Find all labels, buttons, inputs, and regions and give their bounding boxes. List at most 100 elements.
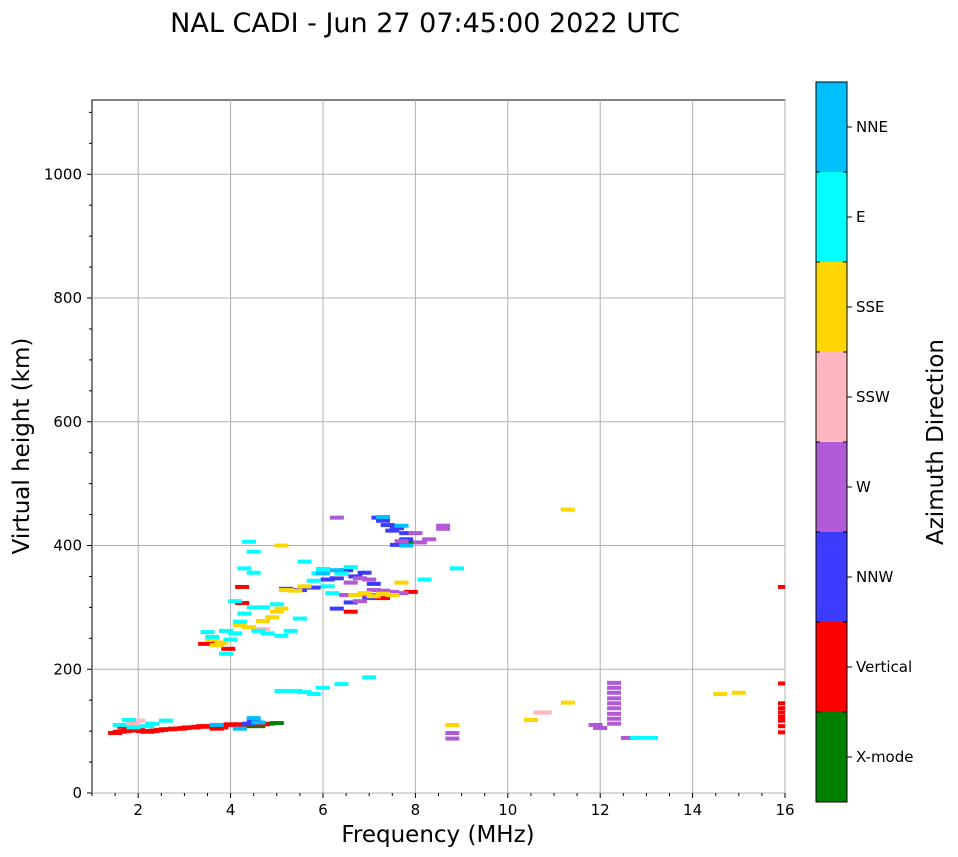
data-point [288,688,303,693]
x-tick-label: 16 [775,801,794,819]
data-point [607,680,622,685]
data-point [246,549,261,554]
data-point [385,593,400,597]
data-point [607,701,622,706]
data-point [408,531,423,536]
data-point [334,682,349,687]
data-point [306,578,321,583]
data-point [778,681,785,686]
data-point [537,710,552,715]
series-e [112,539,659,740]
data-point [394,523,409,528]
data-point [334,571,349,576]
data-point [607,696,622,701]
y-tick-label: 200 [53,660,82,678]
data-point [297,690,312,695]
data-point [237,611,252,616]
data-point [251,720,266,725]
data-point [274,543,289,548]
data-point [126,721,141,726]
data-point [228,631,243,636]
data-point [329,515,344,520]
data-point [593,726,608,731]
y-axis: 0 200 400 600 800 1000 [44,111,92,802]
data-point [607,711,622,716]
data-point [306,692,321,696]
x-tick-label: 6 [318,801,328,819]
colorbar-segment [816,532,847,622]
colorbar-segment [816,442,847,532]
x-axis: 2 4 6 8 10 12 14 16 [91,793,795,819]
data-point [366,588,381,593]
data-point [329,568,344,573]
x-tick-label: 2 [133,801,143,819]
data-point [713,692,728,696]
data-point [198,641,213,646]
data-point [385,528,400,533]
y-tick-label: 600 [53,413,82,431]
grid [92,100,786,794]
data-point [445,736,460,741]
data-point [778,714,785,719]
data-point [343,609,358,614]
data-point [607,721,622,726]
data-point [297,584,312,589]
data-point [560,507,575,512]
data-point [343,565,358,570]
data-point [235,584,250,589]
data-point [269,602,284,607]
data-point [343,580,358,585]
data-point [778,710,785,715]
data-point [209,643,224,648]
data-point [343,600,358,605]
x-tick-label: 14 [683,801,702,819]
data-point [523,717,538,722]
data-point [436,523,451,528]
data-point [778,706,785,711]
data-point [560,700,575,705]
data-point [121,717,136,722]
data-point [320,577,335,582]
colorbar-segment [816,622,847,712]
data-point [607,706,622,711]
data-point [399,531,414,536]
data-point [403,589,418,594]
colorbar-tick-label: W [856,478,871,496]
colorbar-tick-label: X-mode [856,748,913,766]
data-point [200,630,215,635]
data-point [228,599,243,604]
data-point [376,588,391,593]
y-axis-label: Virtual height (km) [9,338,35,555]
data-point [246,605,261,610]
data-point [394,580,409,585]
data-point [445,730,460,735]
y-tick-label: 1000 [44,165,82,183]
colorbar-segment [816,712,847,802]
data-point [320,584,335,589]
data-markers [108,507,785,741]
data-point [348,593,363,597]
data-point [376,596,391,601]
data-point [218,651,233,656]
data-point [357,591,372,596]
data-point [145,721,160,726]
data-point [242,625,257,630]
data-point [265,615,280,620]
plot-area: 2 4 6 8 10 12 14 16 0 200 400 600 800 1000 [44,99,795,819]
data-point [731,690,746,695]
colorbar-label: Azimuth Direction [923,339,949,545]
data-point [362,675,377,680]
x-axis-label: Frequency (MHz) [341,822,534,848]
data-point [316,567,330,572]
data-point [778,718,785,723]
data-point [394,539,409,544]
series-nne [209,515,414,731]
data-point [269,609,284,614]
data-point [588,722,603,727]
data-point [422,537,437,542]
data-point [274,606,289,611]
data-point [232,623,247,628]
data-point [380,523,395,528]
data-point [316,685,330,690]
data-point [339,568,354,573]
